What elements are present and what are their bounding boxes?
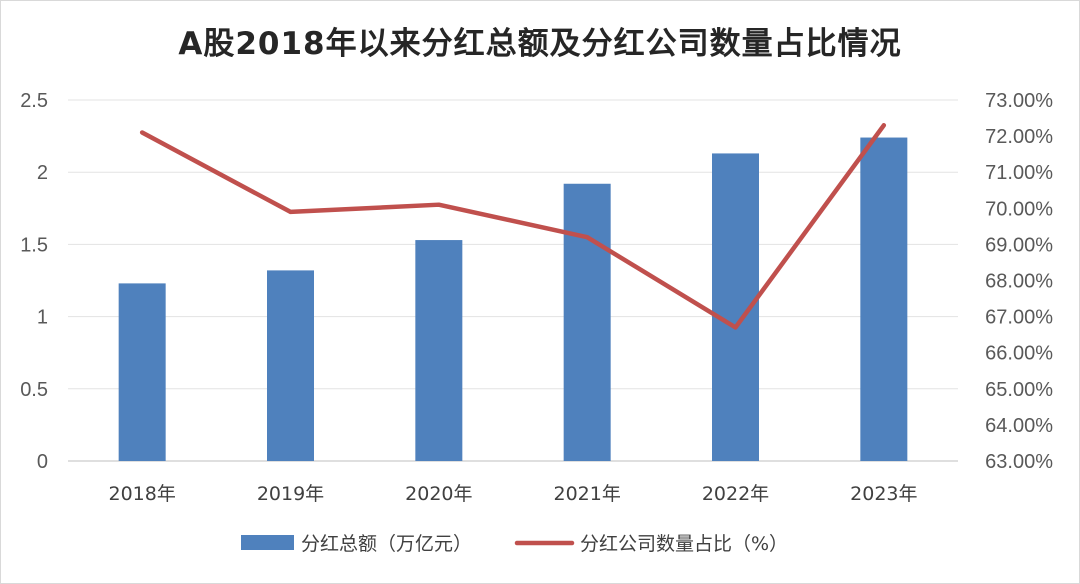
chart-title: A股2018年以来分红总额及分红公司数量占比情况: [178, 26, 902, 62]
legend: 分红总额（万亿元） 分红公司数量占比（%）: [241, 533, 788, 555]
left-tick-label: 1: [37, 307, 48, 329]
x-tick-label: 2021年: [553, 483, 620, 505]
right-tick-label: 71.00%: [985, 162, 1053, 184]
left-tick-label: 0.5: [20, 379, 48, 401]
right-tick-label: 64.00%: [985, 415, 1053, 437]
left-tick-label: 2: [37, 162, 48, 184]
right-tick-label: 70.00%: [985, 198, 1053, 220]
right-tick-label: 67.00%: [985, 307, 1053, 329]
bar: [860, 137, 908, 461]
left-tick-label: 1.5: [20, 234, 48, 256]
bar: [563, 183, 611, 461]
x-tick-label: 2019年: [257, 483, 324, 505]
x-axis-ticks: 2018年 2019年 2020年 2021年 2022年 2023年: [108, 483, 917, 505]
left-tick-label: 2.5: [20, 90, 48, 112]
bar: [415, 240, 463, 461]
legend-label-bar: 分红总额（万亿元）: [301, 533, 472, 555]
right-tick-label: 66.00%: [985, 343, 1053, 365]
bar: [118, 283, 166, 461]
bar-series: [118, 137, 908, 462]
right-tick-label: 73.00%: [985, 90, 1053, 112]
right-axis-ticks: 63.00% 64.00% 65.00% 66.00% 67.00% 68.00% 69.0…: [985, 90, 1053, 473]
x-tick-label: 2023年: [850, 483, 917, 505]
left-tick-label: 0: [37, 451, 48, 473]
legend-label-line: 分红公司数量占比（%）: [580, 533, 788, 555]
gridlines: [68, 99, 958, 462]
line-series: [139, 123, 887, 330]
x-tick-label: 2018年: [108, 483, 175, 505]
x-tick-label: 2020年: [405, 483, 472, 505]
left-axis-ticks: 0 0.5 1 1.5 2 2.5: [20, 90, 48, 473]
right-tick-label: 63.00%: [985, 451, 1053, 473]
right-tick-label: 68.00%: [985, 271, 1053, 293]
bar: [267, 270, 314, 461]
x-tick-label: 2022年: [702, 483, 769, 505]
right-tick-label: 65.00%: [985, 379, 1053, 401]
line-path: [139, 123, 887, 330]
legend-swatch-bar: [241, 535, 294, 550]
right-tick-label: 69.00%: [985, 234, 1053, 256]
right-tick-label: 72.00%: [985, 126, 1053, 148]
